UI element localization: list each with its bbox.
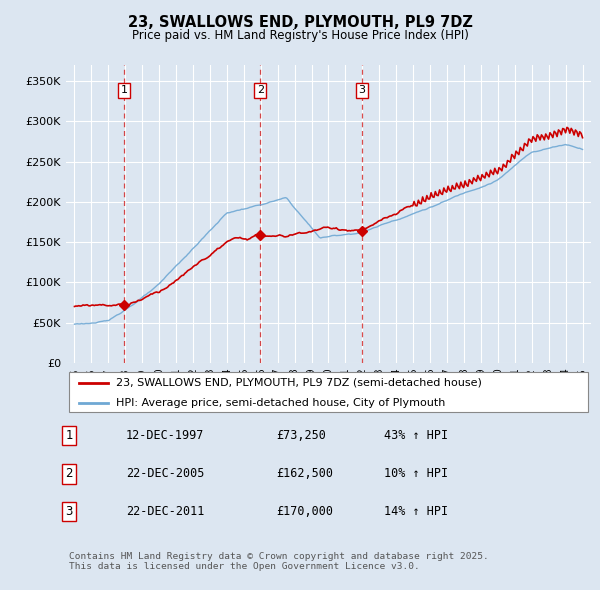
Text: £170,000: £170,000 (276, 505, 333, 518)
Text: 23, SWALLOWS END, PLYMOUTH, PL9 7DZ (semi-detached house): 23, SWALLOWS END, PLYMOUTH, PL9 7DZ (sem… (116, 378, 482, 388)
FancyBboxPatch shape (68, 372, 589, 412)
Text: Price paid vs. HM Land Registry's House Price Index (HPI): Price paid vs. HM Land Registry's House … (131, 30, 469, 42)
Text: £73,250: £73,250 (276, 429, 326, 442)
Text: 3: 3 (358, 85, 365, 95)
Text: 14% ↑ HPI: 14% ↑ HPI (384, 505, 448, 518)
Text: 2: 2 (257, 85, 264, 95)
Text: £162,500: £162,500 (276, 467, 333, 480)
Text: 12-DEC-1997: 12-DEC-1997 (126, 429, 205, 442)
Text: 1: 1 (65, 429, 73, 442)
Text: Contains HM Land Registry data © Crown copyright and database right 2025.
This d: Contains HM Land Registry data © Crown c… (69, 552, 489, 571)
Text: 3: 3 (65, 505, 73, 518)
Text: 10% ↑ HPI: 10% ↑ HPI (384, 467, 448, 480)
Text: 23, SWALLOWS END, PLYMOUTH, PL9 7DZ: 23, SWALLOWS END, PLYMOUTH, PL9 7DZ (128, 15, 472, 30)
Text: 22-DEC-2011: 22-DEC-2011 (126, 505, 205, 518)
Text: HPI: Average price, semi-detached house, City of Plymouth: HPI: Average price, semi-detached house,… (116, 398, 445, 408)
Text: 2: 2 (65, 467, 73, 480)
Text: 43% ↑ HPI: 43% ↑ HPI (384, 429, 448, 442)
Text: 22-DEC-2005: 22-DEC-2005 (126, 467, 205, 480)
Text: 1: 1 (121, 85, 128, 95)
